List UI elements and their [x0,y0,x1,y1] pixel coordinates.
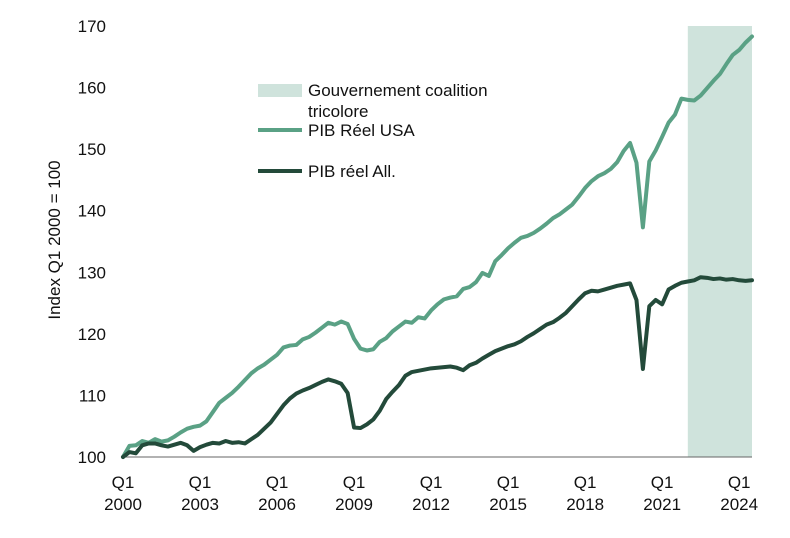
axes: 100 110 120 130 140 150 160 170 Q1 2000 Q1 2003 Q1 20… [78,17,758,514]
x-tick-label-year: 2006 [258,495,296,514]
x-tick-label-quarter: Q1 [497,473,520,492]
y-tick-label: 170 [78,17,106,36]
x-tick-label-year: 2009 [335,495,373,514]
legend-swatch-shaded-region [258,84,302,97]
y-axis-title: Index Q1 2000 = 100 [45,160,64,319]
x-tick-label-year: 2003 [181,495,219,514]
x-tick-label: Q1 2012 [412,473,450,514]
y-tick-label: 100 [78,448,106,467]
x-tick-label-year: 2015 [489,495,527,514]
x-tick-label-quarter: Q1 [651,473,674,492]
x-tick-label-quarter: Q1 [420,473,443,492]
y-tick-label: 150 [78,140,106,159]
y-tick-label: 160 [78,79,106,98]
shaded-region [687,26,752,457]
y-tick-label: 120 [78,325,106,344]
series-line-germany [121,275,754,459]
x-tick-label-year: 2000 [104,495,142,514]
x-tick-label-year: 2021 [643,495,681,514]
series-layer [121,34,754,459]
legend-label-series-usa: PIB Réel USA [308,121,415,140]
x-tick-label: Q1 2015 [489,473,527,514]
x-tick-label-quarter: Q1 [266,473,289,492]
x-tick-label-year: 2018 [566,495,604,514]
x-tick-label-quarter: Q1 [574,473,597,492]
y-tick-label: 110 [79,386,106,405]
x-tick-label: Q1 2024 [720,473,758,514]
legend: Gouvernement coalition tricolore PIB Rée… [258,81,492,181]
x-tick-label-year: 2012 [412,495,450,514]
x-tick-label-quarter: Q1 [189,473,212,492]
legend-label-shaded-region-line1: Gouvernement coalition [308,81,488,100]
x-tick-label: Q1 2006 [258,473,296,514]
x-tick-label-quarter: Q1 [112,473,135,492]
x-tick-label: Q1 2021 [643,473,681,514]
shaded-region-layer [687,26,752,457]
y-tick-label: 140 [78,202,106,221]
y-tick-label: 130 [78,263,106,282]
legend-label-shaded-region-line2: tricolore [308,102,368,121]
x-tick-label: Q1 2018 [566,473,604,514]
x-tick-label-year: 2024 [720,495,758,514]
x-tick-label: Q1 2003 [181,473,219,514]
legend-label-series-germany: PIB réel All. [308,162,396,181]
series-line-usa [121,34,754,459]
x-tick-label-quarter: Q1 [343,473,366,492]
legend-label-shaded-region: Gouvernement coalition tricolore [308,81,492,121]
x-tick-label: Q1 2000 [104,473,142,514]
x-tick-label: Q1 2009 [335,473,373,514]
x-tick-label-quarter: Q1 [728,473,751,492]
